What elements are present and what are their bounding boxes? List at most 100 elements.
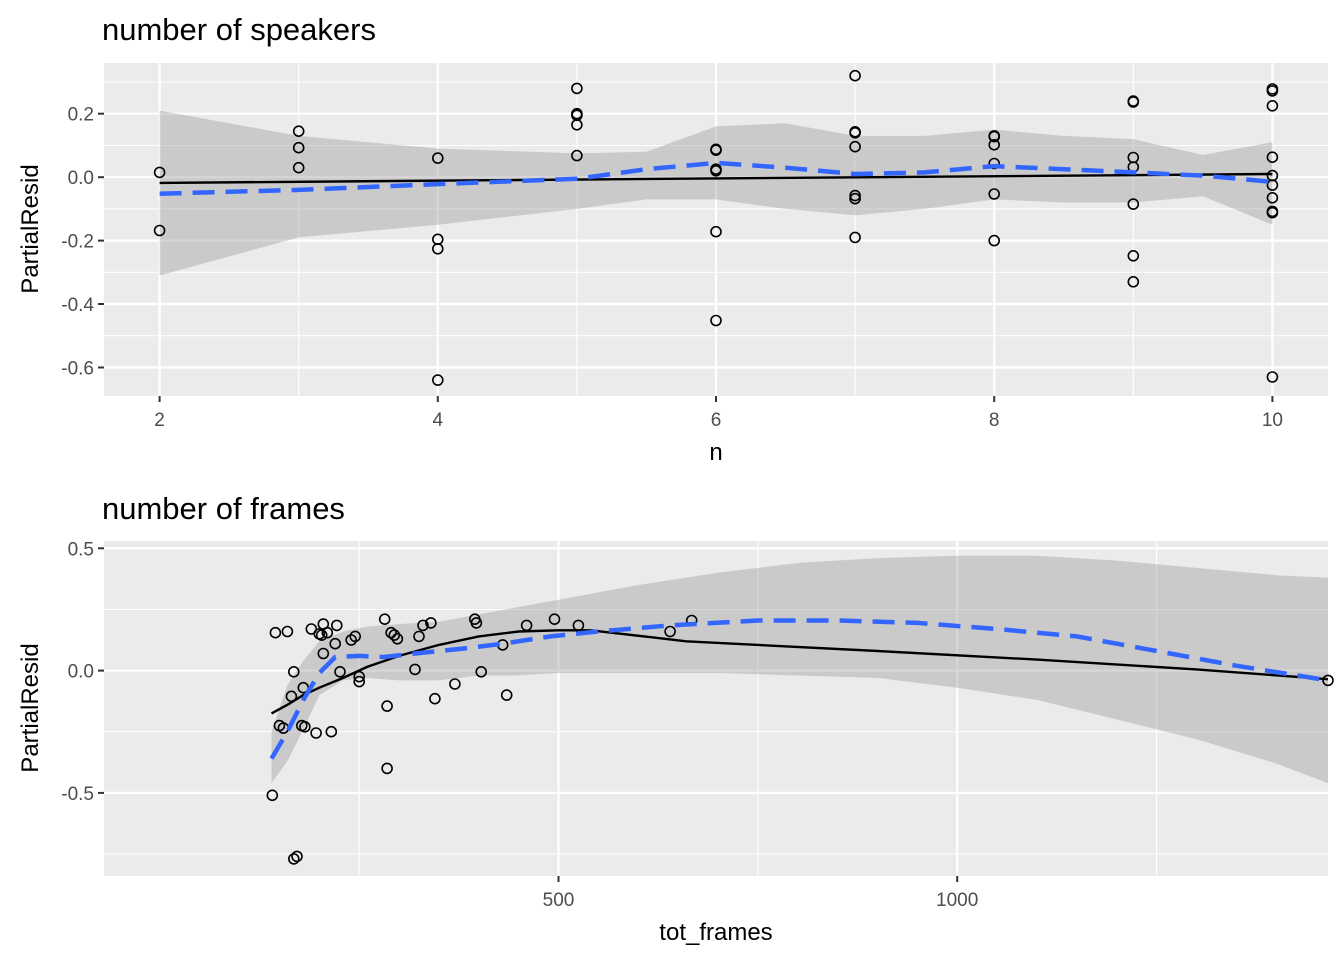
data-point — [349, 630, 362, 643]
data-point — [1322, 674, 1334, 687]
data-point — [317, 647, 330, 660]
data-point — [391, 632, 404, 645]
y-tick-label: 0.2 — [68, 105, 94, 126]
data-point — [988, 130, 1001, 143]
data-point — [325, 725, 338, 738]
data-point — [429, 692, 441, 705]
x-tick-label: 500 — [543, 890, 575, 911]
data-point — [988, 139, 1001, 151]
data-point — [292, 161, 305, 174]
data-point — [1266, 179, 1279, 191]
smooth-line — [159, 160, 1273, 196]
data-point — [417, 619, 429, 632]
data-point — [291, 850, 303, 863]
x-tick-label: 2 — [154, 410, 165, 431]
data-point — [500, 689, 513, 701]
data-point — [988, 234, 1001, 247]
data-point — [353, 675, 366, 688]
x-axis-label-frames: tot_frames — [659, 919, 772, 946]
smooth-line — [269, 618, 1329, 760]
data-point — [153, 166, 166, 179]
data-point — [330, 619, 343, 632]
fit-line — [270, 629, 1329, 715]
data-point — [388, 629, 401, 641]
data-point — [1266, 100, 1279, 112]
data-point — [1266, 85, 1279, 97]
data-point — [849, 69, 861, 82]
confidence-band — [159, 110, 1273, 276]
data-point — [449, 678, 461, 690]
data-point — [431, 152, 444, 164]
chart-title-speakers: number of speakers — [102, 12, 376, 47]
data-point — [329, 637, 342, 650]
data-point — [1127, 96, 1140, 108]
data-point — [664, 625, 676, 638]
data-point — [1127, 250, 1140, 262]
data-point — [571, 149, 583, 162]
y-tick-label: 0.5 — [68, 539, 94, 560]
x-tick-label: 1000 — [936, 890, 978, 911]
data-point — [431, 374, 444, 386]
data-point — [315, 629, 328, 641]
data-point — [281, 625, 294, 638]
data-point — [321, 626, 334, 639]
data-point — [1266, 371, 1279, 383]
data-point — [710, 225, 722, 238]
y-axis-label-frames: PartialResid — [17, 643, 44, 772]
data-point — [571, 82, 583, 95]
data-point — [710, 314, 722, 327]
data-point — [334, 665, 346, 678]
data-point — [287, 665, 300, 678]
data-point — [988, 157, 1001, 170]
data-point — [710, 165, 722, 177]
y-tick-label: -0.6 — [61, 359, 94, 380]
data-point — [292, 125, 305, 137]
data-point — [1127, 198, 1140, 210]
data-point — [381, 700, 393, 712]
data-point — [425, 617, 437, 629]
y-axis-label-speakers: PartialResid — [17, 164, 44, 293]
data-point — [310, 727, 322, 739]
data-point — [299, 720, 311, 733]
data-point — [292, 141, 305, 154]
data-point — [409, 663, 421, 676]
panel-background — [104, 541, 1328, 876]
y-tick-label: 0.0 — [68, 168, 94, 189]
data-point — [849, 189, 861, 202]
data-point — [988, 188, 1001, 200]
data-point — [266, 789, 279, 802]
data-point — [470, 617, 483, 629]
data-point — [287, 853, 300, 865]
data-point — [413, 630, 425, 643]
data-point — [710, 144, 722, 156]
data-point — [381, 762, 393, 775]
x-tick-label: 6 — [711, 410, 722, 431]
data-point — [1266, 206, 1279, 219]
data-point — [1266, 151, 1279, 163]
y-tick-label: 0.0 — [68, 662, 94, 683]
x-tick-label: 10 — [1262, 410, 1283, 431]
data-point — [849, 127, 861, 139]
data-point — [378, 613, 391, 626]
data-point — [1266, 192, 1279, 204]
confidence-band — [271, 555, 1328, 784]
data-point — [849, 140, 861, 153]
data-point — [849, 231, 861, 244]
chart-title-frames: number of frames — [102, 491, 345, 526]
y-tick-label: -0.4 — [61, 295, 94, 316]
data-point — [475, 665, 488, 678]
plot-panel-speakers: -0.6 -0.4 -0.2 0.0 0.2 2 4 6 8 10 — [61, 63, 1328, 431]
data-point — [849, 192, 861, 205]
x-tick-label: 8 — [989, 410, 1000, 431]
x-tick-label: 4 — [433, 410, 444, 431]
data-point — [153, 224, 166, 237]
plot-panel-frames: -0.5 0.0 0.5 500 1000 — [61, 539, 1334, 911]
data-point — [1127, 275, 1140, 288]
data-point — [431, 243, 444, 255]
y-tick-label: -0.2 — [61, 232, 94, 253]
fit-line — [159, 172, 1273, 185]
data-point — [571, 119, 583, 131]
data-point — [385, 626, 397, 639]
